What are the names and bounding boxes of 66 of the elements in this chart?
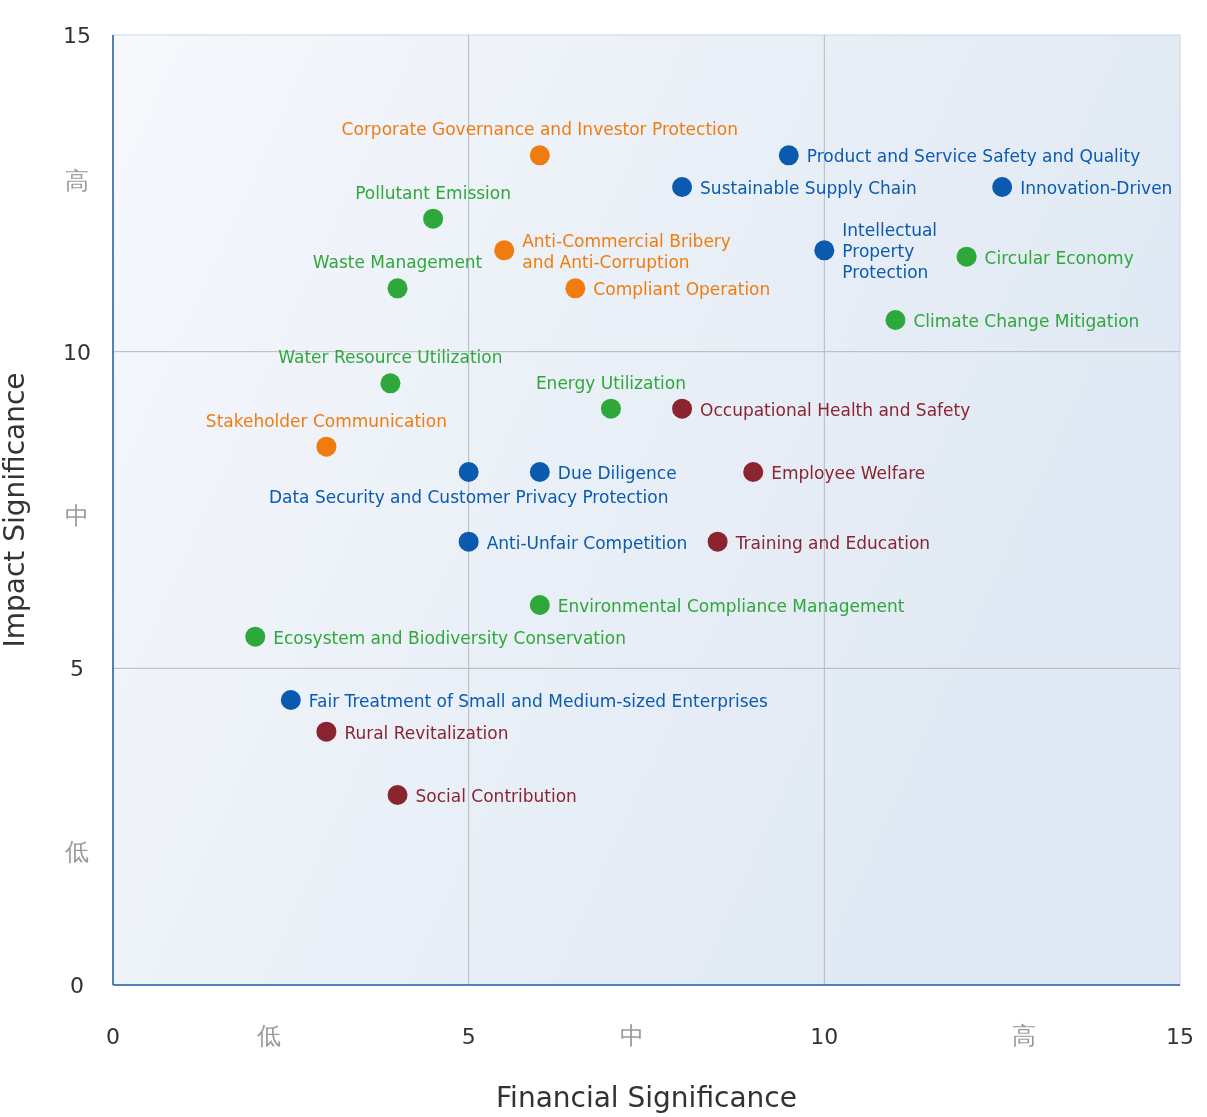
point	[494, 240, 515, 261]
x-tick-label: 10	[810, 1024, 839, 1049]
annotation: Climate Change Mitigation	[913, 311, 1140, 331]
point	[423, 208, 444, 229]
annotation: Occupational Health and Safety	[700, 399, 971, 420]
y-tick-label: 5	[70, 656, 84, 682]
point	[672, 398, 693, 419]
point	[814, 240, 835, 261]
annotation: Innovation-Driven	[1020, 178, 1173, 198]
point	[992, 177, 1013, 197]
annotation: Pollutant Emission	[355, 182, 512, 203]
annotation: Intellectual Property Protection	[842, 220, 938, 283]
y-axis-title: Impact Significance	[0, 372, 31, 648]
annotation: Data Security and Customer Privacy Protection	[268, 487, 669, 507]
point	[743, 462, 764, 482]
point	[529, 462, 550, 482]
annotation: Corporate Governance and Investor Protection	[341, 119, 738, 140]
annotation: Ecosystem and Biodiversity Conservation	[273, 627, 626, 648]
annotation: Anti-Commercial Bribery and Anti-Corruption	[522, 230, 731, 272]
annotation: Circular Economy	[984, 247, 1134, 268]
point	[529, 145, 550, 166]
point	[600, 398, 621, 419]
annotation: Sustainable Supply Chain	[700, 178, 917, 198]
point	[387, 785, 408, 805]
annotation: Employee Welfare	[771, 463, 926, 483]
point	[956, 246, 977, 267]
annotation: Training and Education	[734, 532, 931, 553]
point	[778, 145, 799, 166]
point	[565, 278, 586, 299]
point	[380, 373, 401, 394]
y-tick-label: 10	[63, 339, 91, 365]
x-tick-label: 15	[1166, 1024, 1194, 1049]
point	[316, 721, 337, 742]
annotation: Fair Treatment of Small and Medium-sized Enterprises	[308, 691, 768, 711]
point	[885, 310, 906, 330]
annotation: Energy Utilization	[535, 372, 686, 393]
point	[280, 690, 301, 710]
x-tick-label: 高	[1011, 1022, 1036, 1050]
point	[245, 626, 266, 647]
annotation: Rural Revitalization	[344, 722, 509, 743]
annotation: Social Contribution	[415, 786, 577, 806]
x-axis-title: Financial Significance	[496, 1081, 797, 1114]
annotation: Stakeholder Communication	[205, 410, 447, 431]
annotation: Anti-Unfair Competition	[486, 532, 688, 553]
point	[458, 462, 479, 482]
x-tick-label: 中	[620, 1022, 645, 1050]
y-tick-label: 中	[65, 502, 89, 531]
annotation: Environmental Compliance Management	[557, 596, 905, 616]
point	[387, 278, 408, 299]
y-tick-label: 低	[65, 838, 89, 866]
y-tick-label: 0	[70, 973, 84, 998]
annotation: Due Diligence	[557, 463, 677, 483]
x-tick-label: 5	[461, 1024, 476, 1049]
annotation: Waste Management	[312, 252, 483, 273]
annotation: Water Resource Utilization	[278, 347, 503, 368]
point	[672, 177, 693, 197]
point	[529, 595, 550, 615]
x-tick-label: 低	[257, 1022, 282, 1050]
x-tick-label: 0	[106, 1024, 120, 1049]
point	[707, 531, 728, 552]
annotation: Product and Service Safety and Quality	[806, 146, 1141, 167]
point	[458, 531, 479, 552]
annotation: Compliant Operation	[593, 279, 771, 300]
point	[316, 436, 337, 457]
y-tick-label: 高	[65, 166, 89, 195]
y-tick-label: 15	[63, 23, 91, 48]
